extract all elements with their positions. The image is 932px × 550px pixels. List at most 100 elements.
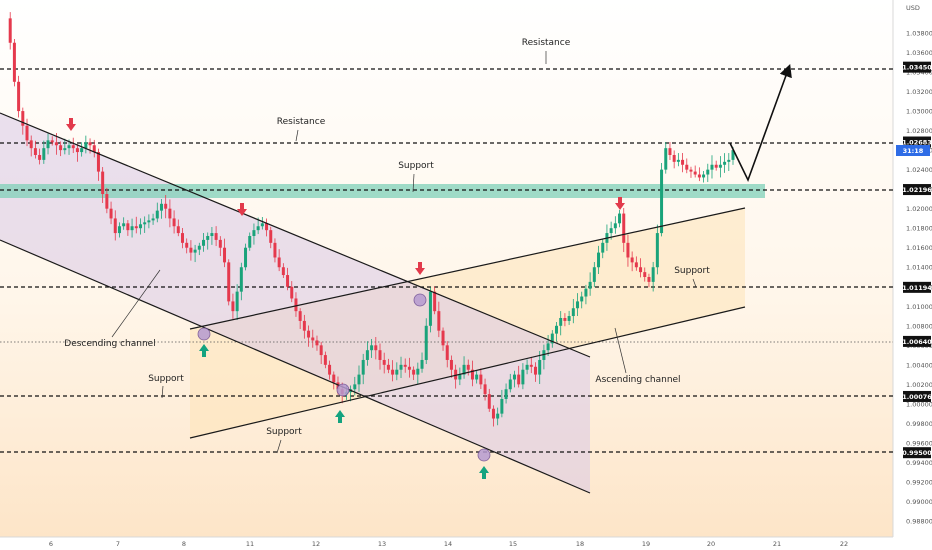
candle-body (353, 384, 357, 390)
candle-body (731, 150, 735, 160)
candle-body (441, 330, 445, 346)
candle-body (277, 257, 281, 268)
candle-body (54, 142, 58, 146)
candle-body (672, 155, 676, 162)
buy-arrow-icon (479, 466, 489, 479)
candle-body (710, 164, 714, 170)
candle-body (702, 174, 706, 178)
candle-body (50, 140, 54, 143)
price-tick-label: 1.02000 (906, 205, 932, 213)
candle-body (370, 345, 374, 351)
candle-body (273, 242, 277, 258)
candle-body (113, 218, 117, 234)
candle-body (504, 389, 508, 399)
candle-body (660, 169, 664, 234)
sell-arrow-icon (66, 118, 76, 131)
candle-body (374, 345, 378, 351)
touch-circle (477, 448, 491, 462)
candle-body (298, 311, 302, 321)
level-badge (903, 390, 931, 402)
sell-arrow-icon (615, 197, 625, 210)
candle-body (155, 210, 159, 219)
date-tick-label: 18 (576, 540, 584, 548)
candle-body (193, 249, 197, 253)
candle-body (601, 242, 605, 253)
candle-body (172, 218, 176, 227)
touch-circle (336, 383, 350, 397)
candle-body (454, 369, 458, 380)
candle-body (386, 364, 390, 370)
candle-body (281, 267, 285, 276)
candle-body (391, 369, 395, 375)
date-tick-label: 21 (773, 540, 781, 548)
candle-body (639, 267, 643, 273)
candle-body (244, 247, 248, 268)
candle-body (88, 142, 92, 146)
candle-body (412, 369, 416, 375)
candle-body (643, 272, 647, 277)
candle-body (622, 213, 626, 243)
candle-body (176, 226, 180, 234)
candle-body (151, 218, 155, 221)
candle-body (508, 379, 512, 390)
candle-body (420, 359, 424, 369)
date-tick-label: 11 (246, 540, 254, 548)
price-tick-label: 1.02800 (906, 127, 932, 135)
candle-body (664, 148, 668, 170)
candle-body (294, 298, 298, 312)
date-tick-label: 8 (182, 540, 186, 548)
candle-body (197, 245, 201, 250)
annotation-support-zone: Support (398, 161, 434, 193)
candle-body (613, 223, 617, 229)
candle-body (29, 140, 33, 149)
candle-body (109, 208, 113, 219)
candle-body (17, 81, 21, 112)
candle-body (685, 164, 689, 170)
candle-body (130, 226, 134, 231)
candle-body (609, 228, 613, 234)
candle-body (555, 325, 559, 334)
candle-body (445, 345, 449, 360)
candle-body (231, 301, 235, 312)
candle-body (428, 291, 432, 326)
price-tick-label: 1.03000 (906, 108, 932, 116)
candle-body (122, 223, 126, 227)
level-badge-label: 1.00640 (902, 338, 932, 346)
candle-body (479, 374, 483, 385)
candle-body (361, 359, 365, 375)
price-tick-label: 0.99800 (906, 420, 932, 428)
price-tick-label: 1.03800 (906, 30, 932, 38)
candle-body (500, 399, 504, 414)
date-tick-label: 22 (840, 540, 848, 548)
candle-body (143, 222, 147, 225)
candle-body (462, 364, 466, 375)
candle-body (378, 350, 382, 360)
price-tick-label: 0.99200 (906, 478, 932, 486)
buy-arrow-icon (199, 344, 209, 357)
candle-body (592, 267, 596, 282)
candle-body (33, 148, 37, 155)
candle-body (21, 111, 25, 126)
candle-body (323, 355, 327, 365)
candle-body (101, 171, 105, 195)
price-tick-label: 1.01400 (906, 264, 932, 272)
candle-body (668, 148, 672, 155)
candle-body (634, 262, 638, 268)
price-tick-label: 1.01000 (906, 303, 932, 311)
candle-body (332, 374, 336, 383)
candle-body (449, 359, 453, 370)
svg-text:Resistance: Resistance (277, 117, 326, 127)
price-tick-label: 1.00200 (906, 381, 932, 389)
annotation-descending-channel: Descending channel (64, 269, 161, 349)
level-badge (903, 61, 931, 73)
currency-label: USD (906, 4, 920, 12)
candle-body (147, 220, 151, 223)
date-tick-label: 20 (707, 540, 715, 548)
svg-text:Descending channel: Descending channel (64, 339, 155, 349)
candle-body (235, 291, 239, 312)
buy-arrow-icon (335, 410, 345, 423)
candle-body (307, 330, 311, 338)
candle-body (588, 281, 592, 289)
level-badges: 1.03450 1.02683 1.02196 1.01194 1.00640 1.000… (902, 61, 932, 459)
